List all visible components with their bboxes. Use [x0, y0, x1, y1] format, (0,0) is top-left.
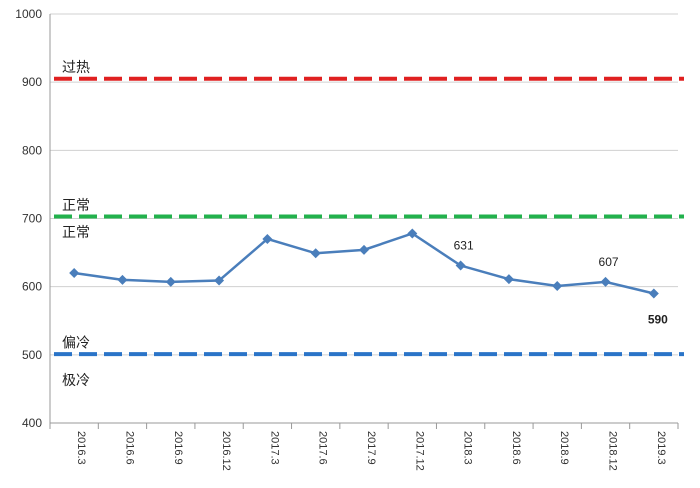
series: [69, 228, 659, 299]
y-tick-label-700: 700: [22, 212, 42, 226]
zone-label-extra-0: 正常: [62, 225, 90, 241]
zone-label-1: 正常: [62, 198, 90, 214]
data-point-2018.12: [600, 276, 611, 287]
x-tick-label-2017.9: 2017.9: [365, 431, 377, 465]
x-tick-label-2017.12: 2017.12: [413, 431, 425, 471]
series-line-0: [73, 232, 655, 295]
y-tick-label-500: 500: [22, 348, 42, 362]
data-point-2017.9: [359, 244, 369, 255]
y-tick-label-800: 800: [22, 143, 42, 157]
zone-label-0: 过热: [62, 60, 90, 76]
data-label-631: 631: [454, 239, 474, 253]
x-tick-label-2018.3: 2018.3: [462, 431, 474, 465]
x-tick-label-2017.3: 2017.3: [268, 431, 280, 465]
data-point-2016.3: [69, 268, 80, 279]
y-tick-label-900: 900: [22, 75, 42, 89]
data-point-2018.3: [455, 260, 466, 271]
data-point-2017.6: [310, 248, 321, 259]
zone-label-2: 偏冷: [62, 336, 90, 352]
data-point-2018.9: [552, 280, 563, 291]
x-tick-label-2018.6: 2018.6: [510, 431, 522, 465]
zone-label-extra-1: 极冷: [62, 373, 90, 389]
data-point-2017.3: [262, 233, 273, 244]
x-tick-label-2016.3: 2016.3: [75, 431, 87, 465]
data-point-2016.6: [117, 274, 128, 285]
data-point-2018.6: [503, 274, 514, 285]
data-label-590: 590: [648, 312, 668, 326]
data-label-607: 607: [599, 255, 619, 269]
data-point-2017.12: [407, 228, 418, 239]
x-tick-label-2019.3: 2019.3: [655, 431, 667, 465]
y-tick-label-600: 600: [22, 280, 42, 294]
x-tick-label-2018.12: 2018.12: [607, 431, 619, 471]
data-labels: 631 607 590: [454, 239, 669, 327]
x-tick-label-2016.12: 2016.12: [220, 431, 232, 471]
y-tick-label-400: 400: [22, 416, 42, 430]
x-tick-label-2016.9: 2016.9: [172, 431, 184, 465]
reference-lines: [54, 76, 684, 357]
data-point-2016.9: [165, 276, 176, 287]
data-point-2016.12: [214, 275, 225, 286]
y-tick-label-1000: 1000: [15, 7, 42, 21]
data-point-2019.3: [648, 288, 659, 299]
x-tick-label-2018.9: 2018.9: [558, 431, 570, 465]
gridlines: [50, 13, 678, 424]
x-tick-label-2016.6: 2016.6: [123, 431, 135, 465]
x-tick-label-2017.6: 2017.6: [317, 431, 329, 465]
axes: 400 500 600 700 800 900 1000 2016.3 2016.6 2016.9…: [15, 7, 679, 471]
